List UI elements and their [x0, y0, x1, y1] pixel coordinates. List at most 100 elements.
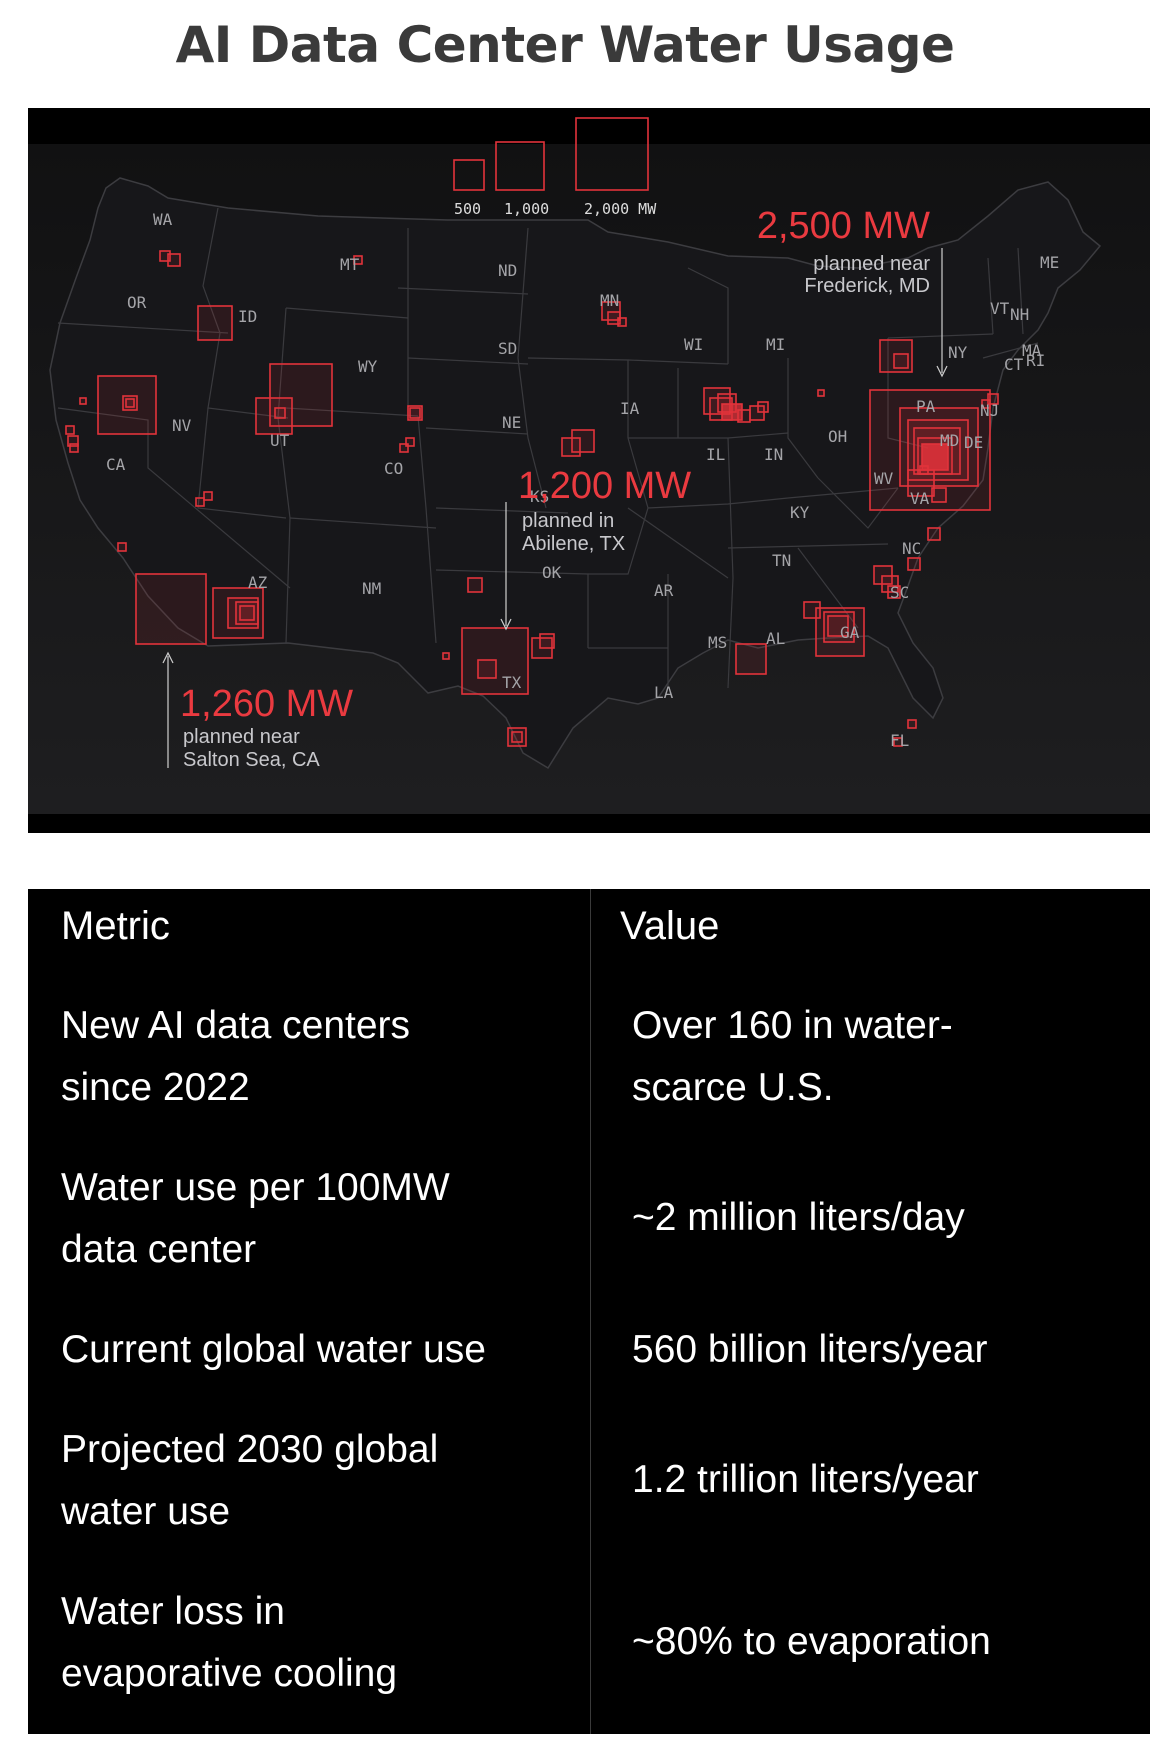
- state-label-ar: AR: [654, 581, 674, 600]
- legend-square-2000: [575, 117, 649, 191]
- datacenter-marker: [703, 387, 731, 415]
- datacenter-marker: [197, 305, 233, 341]
- state-label-wa: WA: [153, 210, 173, 229]
- us-data-center-map: 500 1,000 2,000 MW: [28, 108, 1150, 833]
- state-label-va: VA: [910, 489, 930, 508]
- datacenter-marker: [399, 443, 409, 453]
- state-label-tn: TN: [772, 551, 791, 570]
- datacenter-marker: [879, 339, 913, 373]
- legend-square-500: [453, 159, 485, 191]
- legend-square-1000: [495, 141, 545, 191]
- datacenter-marker: [461, 627, 529, 695]
- annotation-line2: Salton Sea, CA: [183, 749, 320, 771]
- legend-label-1000: 1,000: [504, 200, 549, 218]
- datacenter-marker: [823, 611, 855, 643]
- state-label-ga: GA: [840, 623, 860, 642]
- column-divider: [590, 889, 591, 1734]
- annotation-line1: planned near: [183, 726, 300, 748]
- value-line: scarce U.S.: [632, 1066, 834, 1109]
- state-label-sd: SD: [498, 339, 517, 358]
- datacenter-marker: [65, 425, 75, 435]
- state-label-me: ME: [1040, 253, 1059, 272]
- datacenter-marker: [721, 403, 743, 421]
- datacenter-marker: [274, 407, 286, 419]
- datacenter-marker: [79, 397, 87, 405]
- metric-line: Projected 2030 global: [61, 1428, 439, 1471]
- arrow-down-icon: [936, 365, 948, 378]
- state-label-ks: KS: [530, 487, 549, 506]
- state-label-ny: NY: [948, 343, 968, 362]
- datacenter-marker: [442, 652, 450, 660]
- datacenter-marker: [907, 557, 921, 571]
- datacenter-marker: [511, 731, 523, 743]
- datacenter-marker: [893, 737, 903, 747]
- state-label-ca: CA: [106, 455, 126, 474]
- datacenter-marker: [981, 399, 991, 409]
- metric-line: Water use per 100MW: [61, 1166, 450, 1209]
- annotation-value: 1,200 MW: [518, 465, 691, 507]
- state-labels: WA OR ID MT WY NV CA UT CO AZ NM ND SD N…: [106, 210, 1059, 750]
- state-label-az: AZ: [248, 573, 268, 592]
- state-label-pa: PA: [916, 397, 936, 416]
- state-label-wv: WV: [874, 469, 894, 488]
- state-label-fl: FL: [890, 731, 909, 750]
- annotation-value: 2,500 MW: [757, 205, 930, 247]
- table-row-1-value: Over 160 in water- scarce U.S.: [632, 995, 1132, 1119]
- datacenter-marker: [269, 363, 333, 427]
- table-header-metric: Metric: [61, 904, 170, 948]
- datacenter-marker: [69, 443, 79, 453]
- table-row-4-value: 1.2 trillion liters/year: [632, 1458, 979, 1501]
- state-label-oh: OH: [828, 427, 847, 446]
- state-label-ky: KY: [790, 503, 810, 522]
- annotation-frederick: 2,500 MW planned near Frederick, MD: [757, 205, 948, 378]
- datacenter-marker: [735, 643, 767, 675]
- state-label-in: IN: [764, 445, 783, 464]
- datacenter-marker: [239, 605, 255, 621]
- datacenter-marker: [539, 633, 555, 649]
- table-header-value: Value: [620, 904, 720, 948]
- map-svg: 500 1,000 2,000 MW: [28, 108, 1150, 833]
- state-label-nh: NH: [1010, 305, 1029, 324]
- state-label-nc: NC: [902, 539, 921, 558]
- datacenter-marker: [97, 375, 157, 435]
- size-legend: 500 1,000 2,000 MW: [453, 117, 657, 218]
- table-row-3-value: 560 billion liters/year: [632, 1328, 988, 1371]
- state-label-ok: OK: [542, 563, 562, 582]
- annotation-value: 1,260 MW: [180, 683, 353, 725]
- data-center-markers: [65, 250, 999, 747]
- state-label-ut: UT: [270, 431, 290, 450]
- datacenter-marker: [117, 542, 127, 552]
- datacenter-marker: [749, 405, 765, 421]
- datacenter-marker: [919, 465, 929, 475]
- state-label-nd: ND: [498, 261, 517, 280]
- datacenter-marker: [227, 597, 259, 629]
- state-label-co: CO: [384, 459, 403, 478]
- state-label-mn: MN: [600, 291, 619, 310]
- page-title: AI Data Center Water Usage: [175, 16, 955, 74]
- state-label-wy: WY: [358, 357, 378, 376]
- datacenter-marker: [571, 429, 595, 453]
- table-row-1-metric: New AI data centers since 2022: [61, 995, 571, 1119]
- state-label-nj: NJ: [980, 401, 999, 420]
- state-borders: [57, 207, 1039, 689]
- datacenter-marker: [125, 398, 135, 408]
- datacenter-marker: [195, 497, 205, 507]
- state-label-ct: CT: [1004, 355, 1024, 374]
- annotation-line1: planned near: [813, 253, 930, 275]
- state-label-id: ID: [238, 307, 257, 326]
- datacenter-marker: [235, 601, 259, 625]
- table-row-3-metric: Current global water use: [61, 1328, 486, 1371]
- metric-line: water use: [61, 1490, 231, 1533]
- annotation-line2: Frederick, MD: [804, 275, 930, 297]
- state-label-mi: MI: [766, 335, 785, 354]
- table-row-2-metric: Water use per 100MW data center: [61, 1157, 571, 1281]
- legend-label-500: 500: [454, 200, 481, 218]
- datacenter-marker: [405, 437, 415, 447]
- state-label-ms: MS: [708, 633, 727, 652]
- datacenter-marker: [159, 250, 171, 262]
- state-label-de: DE: [964, 433, 983, 452]
- state-label-nm: NM: [362, 579, 381, 598]
- table-row-5-value: ~80% to evaporation: [632, 1620, 991, 1663]
- datacenter-marker: [873, 565, 893, 585]
- datacenter-marker: [893, 353, 909, 369]
